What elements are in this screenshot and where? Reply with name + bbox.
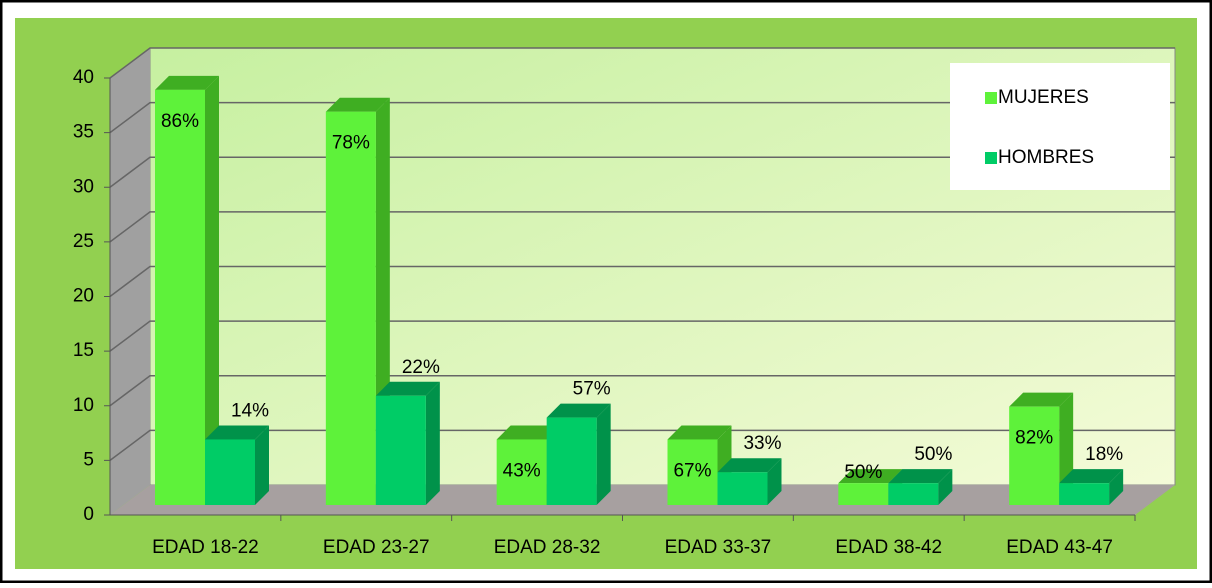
bar-side: [938, 469, 953, 505]
x-tick-label: EDAD 43-47: [1006, 537, 1113, 558]
legend-swatch: [985, 152, 997, 164]
bar-side: [205, 75, 219, 505]
bar-top: [667, 425, 732, 440]
grid-line: [109, 265, 1175, 298]
bar-side: [596, 403, 611, 505]
bar: [1059, 483, 1110, 505]
bar-top: [155, 75, 219, 90]
y-tick-label: 40: [73, 67, 94, 88]
data-label: 50%: [844, 462, 882, 483]
data-label: 67%: [673, 460, 711, 481]
bar: [888, 483, 939, 505]
bar-side: [767, 458, 782, 505]
grid-line: [109, 429, 1175, 461]
bar-top: [838, 469, 903, 484]
legend: [950, 63, 1170, 190]
bar-top: [717, 458, 782, 473]
bar-top: [888, 469, 953, 484]
bar-top: [1059, 469, 1124, 484]
legend-label: MUJERES: [998, 87, 1089, 108]
grid-line: [109, 320, 1175, 352]
y-tick-label: 10: [73, 395, 94, 416]
grid-line: [109, 101, 1175, 134]
bar-top: [1009, 392, 1074, 407]
x-tick-label: EDAD 18-22: [152, 537, 259, 558]
y-tick-label: 25: [73, 231, 94, 252]
bar-side: [1109, 469, 1124, 505]
y-tick-label: 5: [83, 449, 94, 470]
bar-side: [255, 425, 269, 505]
grid-line: [109, 375, 1175, 407]
bar: [325, 111, 376, 505]
x-tick-label: EDAD 28-32: [494, 537, 601, 558]
bar-top: [546, 403, 611, 418]
grid-line: [109, 47, 1175, 79]
bar-top: [205, 425, 269, 440]
grid-line: [109, 211, 1175, 243]
bar: [838, 483, 889, 505]
y-tick-label: 15: [73, 340, 94, 361]
legend-label: HOMBRES: [998, 147, 1094, 168]
data-label: 22%: [402, 357, 440, 378]
data-label: 43%: [503, 460, 541, 481]
bar: [496, 439, 547, 505]
x-tick-label: EDAD 23-27: [323, 537, 430, 558]
bar: [1009, 406, 1060, 505]
bar-side: [425, 381, 440, 505]
y-tick-label: 35: [73, 122, 94, 143]
bar: [155, 89, 205, 505]
bar: [717, 472, 768, 505]
data-label: 78%: [332, 133, 370, 154]
data-label: 57%: [573, 379, 611, 400]
data-label: 18%: [1085, 444, 1123, 465]
y-tick-label: 0: [83, 504, 94, 525]
data-label: 82%: [1015, 428, 1053, 449]
x-tick-label: EDAD 38-42: [835, 537, 942, 558]
bar: [667, 439, 718, 505]
bar-top: [375, 381, 440, 396]
y-tick-label: 30: [73, 176, 94, 197]
data-label: 14%: [231, 400, 269, 421]
data-label: 50%: [914, 444, 952, 465]
bar-top: [496, 425, 561, 440]
bar: [546, 417, 597, 505]
legend-swatch: [985, 92, 997, 104]
y-tick-label: 20: [73, 286, 94, 307]
bar-top: [325, 97, 390, 112]
data-label: 86%: [161, 111, 199, 132]
data-label: 33%: [743, 433, 781, 454]
x-tick-label: EDAD 33-37: [665, 537, 772, 558]
bar: [205, 439, 255, 505]
bar: [375, 395, 426, 505]
grid-line: [109, 156, 1175, 188]
